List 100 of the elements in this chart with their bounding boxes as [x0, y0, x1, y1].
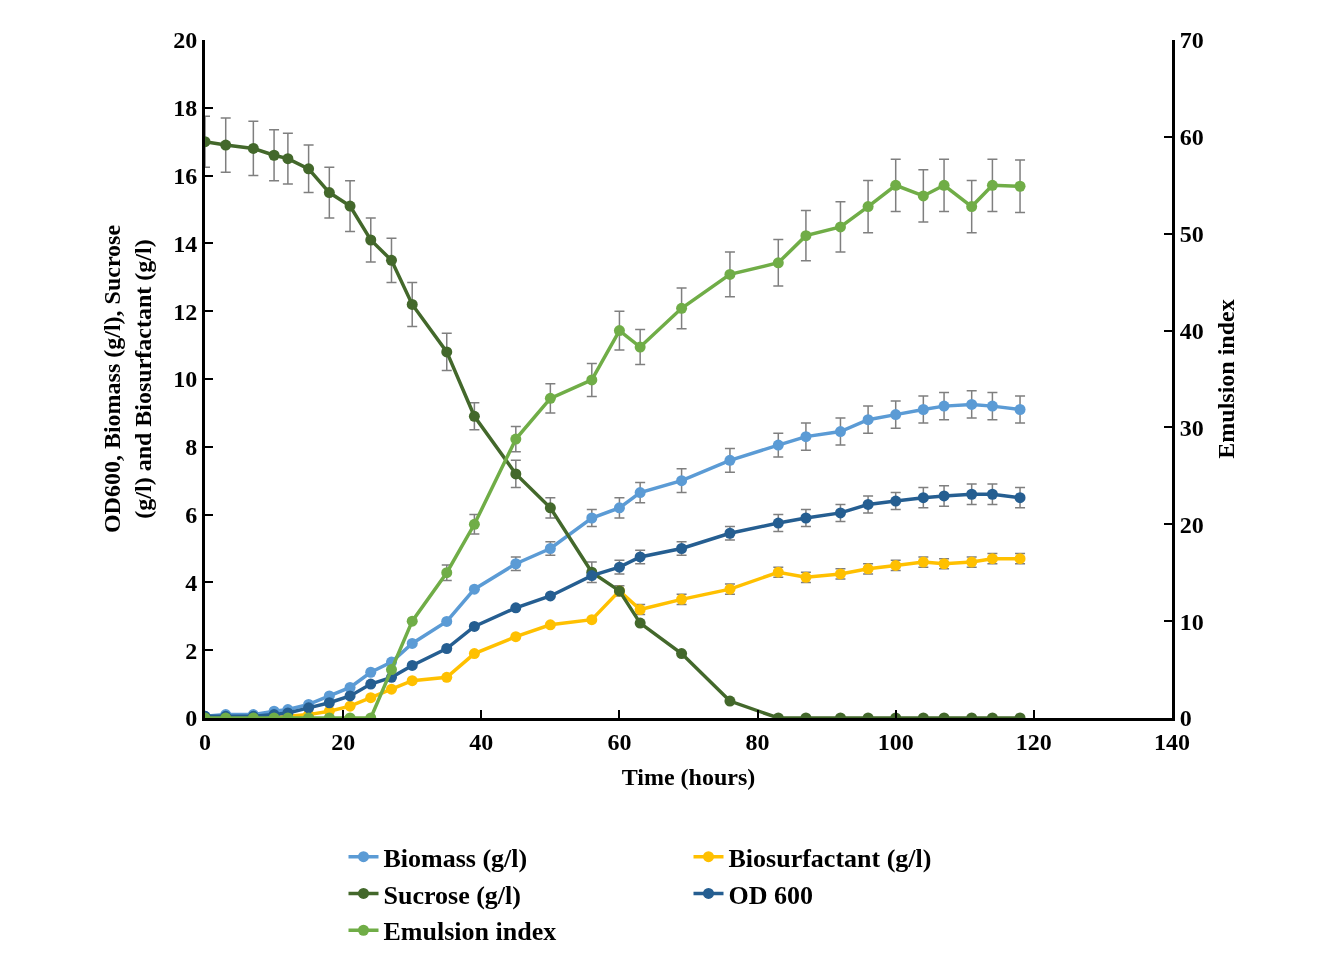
y-tick-label: 14 [173, 230, 198, 257]
point [917, 190, 929, 202]
y-tick-label: 8 [185, 434, 198, 461]
point [800, 230, 812, 242]
point [468, 410, 480, 422]
point [510, 468, 522, 480]
point [724, 268, 736, 280]
point [917, 492, 929, 504]
point [406, 675, 418, 687]
point [586, 512, 598, 524]
legend-label: Emulsion index [383, 917, 557, 947]
point [365, 692, 377, 704]
y-axis-title: OD600, Biomass (g/l), Sucrose (g/l) and Biosurfactant (g/l) [99, 224, 157, 534]
point [586, 374, 598, 386]
point [834, 507, 846, 519]
point [862, 498, 874, 510]
y-tick-label: 4 [185, 569, 198, 596]
legend-label: Biomass (g/l) [383, 843, 528, 873]
point [676, 302, 688, 314]
point [986, 488, 998, 500]
point [966, 201, 978, 213]
point [724, 695, 736, 707]
point [966, 398, 978, 410]
x-tick-label: 40 [469, 728, 494, 755]
point [468, 620, 480, 632]
x-tick-label: 20 [331, 728, 356, 755]
point [544, 502, 556, 514]
point [544, 392, 556, 404]
point [441, 346, 453, 358]
point [344, 700, 356, 712]
legend-label: Sucrose (g/l) [383, 880, 521, 910]
y-tick-label: 2 [185, 637, 198, 664]
y-tick-label: 0 [185, 705, 198, 732]
point [862, 201, 874, 213]
x-tick-label: 100 [877, 728, 914, 755]
y2-tick-label: 10 [1179, 608, 1204, 635]
point [613, 325, 625, 337]
x-tick-label: 60 [607, 728, 632, 755]
point [344, 200, 356, 212]
point [468, 583, 480, 595]
y-tick-label: 16 [173, 163, 198, 189]
point [365, 234, 377, 246]
point [772, 439, 784, 451]
y2-tick-label: 20 [1179, 511, 1204, 538]
legend-label: OD 600 [728, 880, 813, 910]
y2-tick-label: 60 [1179, 124, 1204, 151]
point [772, 257, 784, 269]
point [800, 431, 812, 443]
x-axis-title: Time (hours) [621, 764, 756, 791]
point [676, 648, 688, 660]
point [634, 617, 646, 629]
point [634, 487, 646, 499]
point [800, 512, 812, 524]
point [510, 433, 522, 445]
point [772, 517, 784, 529]
point [365, 678, 377, 690]
point [1014, 492, 1026, 504]
point [890, 409, 902, 421]
y2-tick-label: 30 [1179, 414, 1204, 441]
point [303, 702, 315, 714]
point [406, 298, 418, 310]
point [544, 590, 556, 602]
x-tick-label: 80 [745, 728, 770, 755]
point [468, 648, 480, 660]
point [676, 475, 688, 487]
point [468, 518, 480, 530]
point [441, 615, 453, 627]
y2-tick-label: 50 [1179, 221, 1204, 248]
point [323, 697, 335, 709]
point [1014, 404, 1026, 416]
point [406, 659, 418, 671]
point [247, 142, 259, 154]
point [834, 221, 846, 233]
y-tick-label: 6 [185, 502, 198, 528]
point [986, 400, 998, 412]
y-tick-label: 20 [173, 27, 198, 54]
point [220, 139, 232, 151]
y-tick-label: 12 [173, 298, 198, 325]
point [834, 426, 846, 438]
point [323, 187, 335, 199]
point [586, 570, 598, 582]
point [268, 149, 280, 161]
legend-label: Biosurfactant (g/l) [728, 843, 932, 873]
point [890, 179, 902, 191]
y2-axis-title: Emulsion index [1213, 299, 1240, 459]
point [938, 490, 950, 502]
point [303, 163, 315, 175]
point [938, 179, 950, 191]
point [862, 414, 874, 426]
point [365, 666, 377, 678]
x-tick-label: 120 [1015, 728, 1052, 755]
point [441, 671, 453, 683]
point [890, 495, 902, 507]
point [917, 404, 929, 416]
point [441, 643, 453, 655]
point [544, 619, 556, 631]
point [344, 690, 356, 702]
point [510, 602, 522, 614]
point [406, 637, 418, 649]
y-tick-label: 18 [173, 95, 198, 122]
